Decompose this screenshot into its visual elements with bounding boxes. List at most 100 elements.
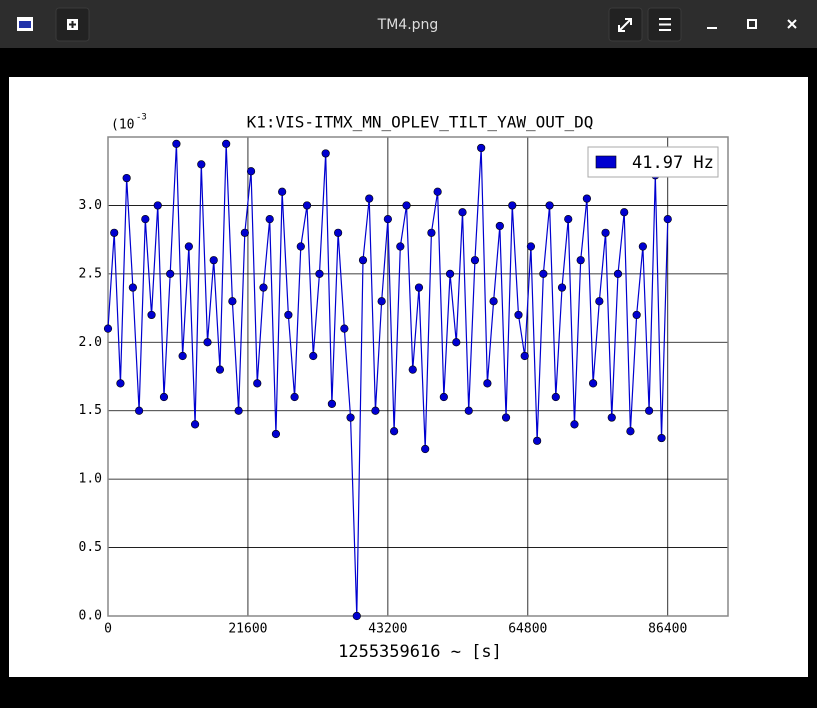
- y-tick-label: 0.5: [79, 540, 102, 555]
- data-point: [495, 221, 504, 231]
- data-point: [626, 427, 635, 436]
- data-point: [147, 310, 156, 320]
- data-point: [607, 413, 616, 422]
- data-point: [533, 436, 542, 445]
- y-tick-label: 1.5: [79, 403, 102, 418]
- data-point: [134, 406, 144, 415]
- close-button[interactable]: [787, 19, 797, 29]
- fullscreen-button[interactable]: [608, 7, 643, 42]
- data-point: [222, 139, 231, 148]
- data-point: [110, 228, 119, 237]
- data-point: [402, 201, 411, 210]
- data-point: [520, 351, 529, 361]
- data-point: [470, 256, 480, 265]
- data-point: [259, 283, 268, 292]
- menu-button[interactable]: [647, 7, 682, 42]
- data-point: [209, 256, 218, 265]
- data-point: [334, 228, 343, 237]
- data-point: [172, 139, 181, 148]
- data-point: [501, 413, 511, 422]
- data-point: [253, 379, 262, 388]
- data-point: [445, 269, 455, 278]
- data-point: [184, 242, 193, 251]
- data-point: [663, 215, 672, 224]
- data-point: [371, 406, 380, 415]
- data-point: [427, 228, 436, 237]
- data-point: [389, 427, 399, 436]
- data-point: [620, 208, 629, 217]
- data-point: [638, 242, 647, 251]
- data-point: [539, 269, 548, 278]
- data-point: [240, 228, 249, 237]
- data-point: [644, 406, 654, 415]
- data-point: [159, 392, 169, 402]
- data-point: [234, 406, 243, 415]
- data-point: [477, 143, 486, 153]
- x-tick-label: 86400: [648, 622, 687, 637]
- data-point: [178, 351, 187, 361]
- data-point: [508, 201, 517, 210]
- data-point: [309, 351, 318, 361]
- data-point: [570, 420, 579, 429]
- data-point: [582, 194, 591, 203]
- data-point: [346, 413, 355, 422]
- data-point: [203, 338, 212, 347]
- data-point: [166, 269, 175, 278]
- data-point: [613, 269, 623, 278]
- x-axis-label: 1255359616 ~ [s]: [338, 642, 502, 662]
- maximize-button[interactable]: [747, 19, 757, 29]
- y-tick-label: 0.0: [79, 609, 102, 624]
- data-point: [396, 242, 405, 251]
- data-point: [215, 365, 225, 374]
- chart-title: K1:VIS-ITMX_MN_OPLEV_TILT_YAW_OUT_DQ: [247, 113, 594, 132]
- data-point: [340, 324, 349, 333]
- x-tick-label: 43200: [368, 622, 407, 637]
- data-point: [657, 433, 666, 443]
- data-point: [545, 201, 554, 210]
- data-point: [290, 392, 299, 402]
- data-point: [433, 187, 442, 196]
- data-point: [315, 269, 324, 278]
- new-button[interactable]: [55, 7, 90, 42]
- data-point: [103, 324, 113, 333]
- data-point: [601, 228, 610, 237]
- data-point: [632, 310, 641, 320]
- y-tick-label: 2.5: [79, 266, 102, 281]
- x-tick-label: 21600: [228, 622, 267, 637]
- data-point: [595, 297, 604, 306]
- y-tick-label: 3.0: [79, 198, 102, 213]
- plot-frame: [107, 136, 729, 617]
- x-tick-label: 64800: [508, 622, 547, 637]
- data-point: [589, 379, 598, 388]
- data-point: [564, 215, 573, 224]
- data-point: [278, 187, 287, 196]
- data-point: [551, 392, 560, 402]
- data-point: [439, 392, 448, 402]
- bottom-bar: [0, 677, 817, 708]
- data-point: [483, 379, 492, 388]
- data-point: [327, 399, 336, 408]
- data-point: [489, 297, 498, 306]
- data-point: [514, 310, 523, 320]
- data-point: [284, 310, 293, 320]
- data-point: [414, 283, 424, 292]
- data-point: [576, 256, 585, 265]
- x-tick-label: 0: [104, 622, 112, 637]
- data-point: [383, 215, 392, 224]
- data-point: [377, 297, 386, 306]
- y-scale-exponent: -3: [136, 113, 147, 123]
- data-point: [141, 215, 150, 224]
- data-point: [365, 194, 374, 203]
- data-point: [265, 215, 274, 224]
- data-point: [352, 611, 361, 621]
- data-point: [408, 365, 417, 374]
- data-point: [116, 379, 125, 388]
- data-point: [228, 297, 237, 306]
- window-title: TM4.png: [377, 17, 439, 33]
- data-point: [190, 420, 200, 429]
- data-point: [122, 173, 131, 183]
- data-point: [296, 242, 305, 251]
- data-point: [246, 167, 256, 176]
- data-point: [271, 429, 281, 439]
